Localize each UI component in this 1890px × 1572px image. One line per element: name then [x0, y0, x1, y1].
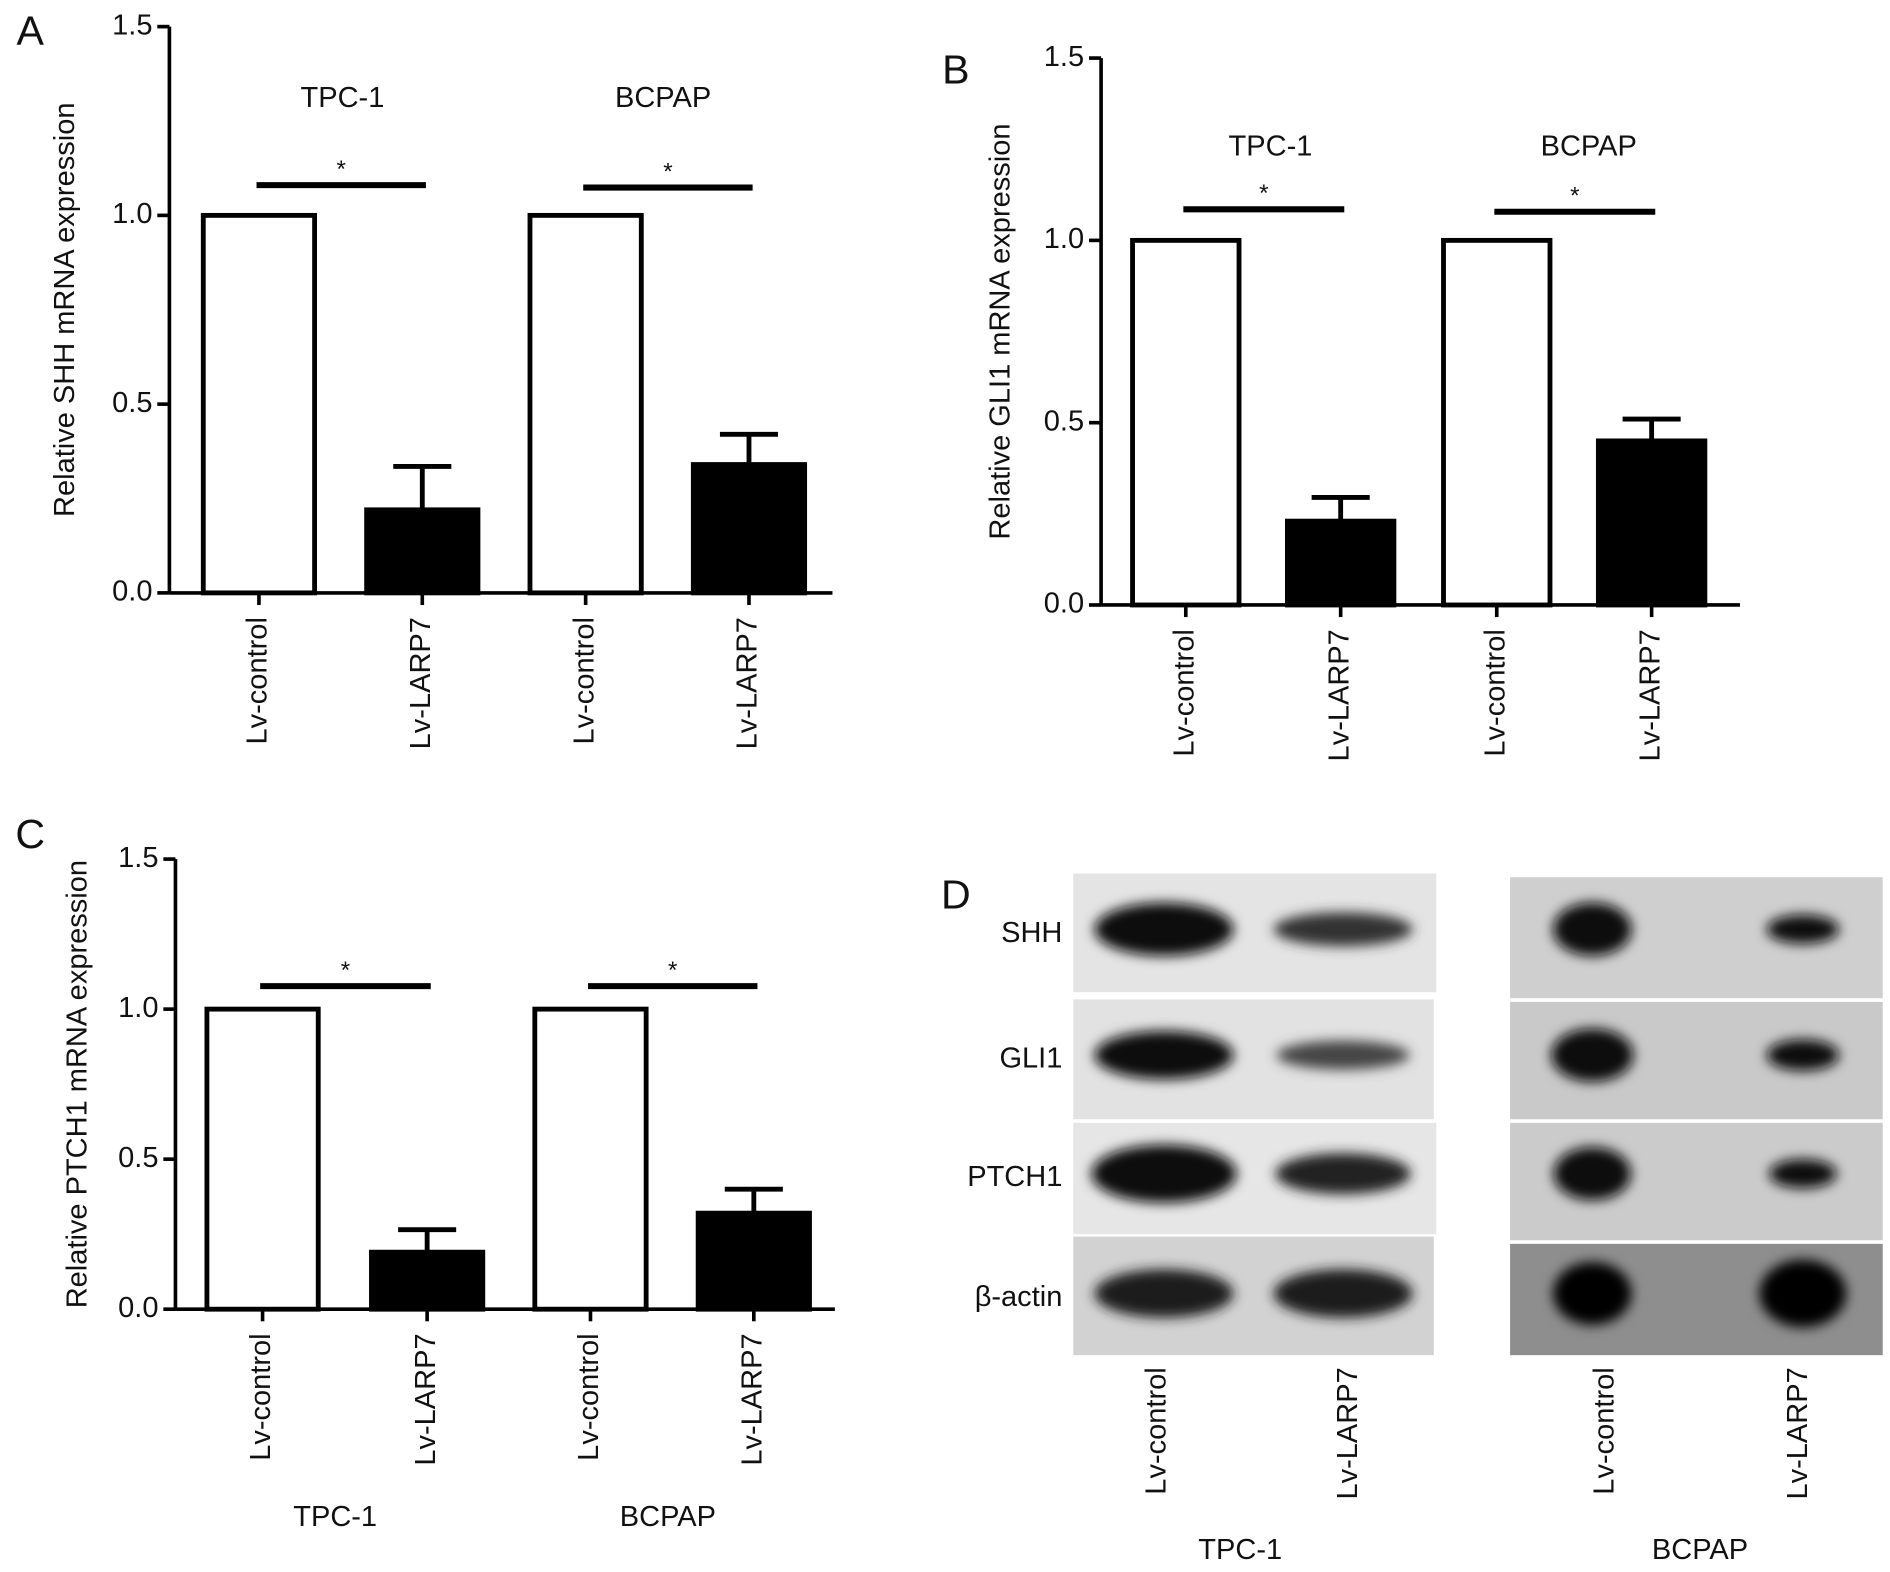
- bar: [1441, 237, 1553, 608]
- cell-line-label: TPC-1: [1198, 1534, 1282, 1566]
- blot-band: [1551, 1028, 1634, 1082]
- bar: [532, 1006, 649, 1312]
- protein-label: SHH: [1001, 917, 1062, 949]
- x-tick-label: Lv-LARP7: [736, 1333, 768, 1465]
- group-label: BCPAP: [1541, 130, 1637, 162]
- y-tick-label: 1.5: [1044, 41, 1084, 73]
- blot-band: [1553, 1147, 1632, 1201]
- protein-label: β-actin: [975, 1281, 1063, 1313]
- group-label: TPC-1: [1229, 130, 1313, 162]
- y-tick-label: 1.5: [118, 842, 158, 874]
- panel-letter: C: [15, 811, 45, 857]
- error-bar: [719, 431, 779, 465]
- blot-band: [1276, 1040, 1410, 1070]
- y-tick-label: 1.0: [118, 992, 158, 1024]
- y-tick-label: 0.0: [118, 1292, 158, 1324]
- y-axis-label: Relative SHH mRNA expression: [49, 103, 81, 517]
- error-bar: [1622, 416, 1681, 441]
- significance-star: *: [1259, 180, 1269, 207]
- bar: [1595, 438, 1708, 608]
- x-tick-label: Lv-control: [242, 617, 274, 744]
- significance-star: *: [663, 158, 673, 185]
- bar: [200, 212, 318, 596]
- group-label: TPC-1: [293, 1501, 377, 1533]
- blot-band: [1275, 1153, 1411, 1195]
- bar: [695, 1210, 812, 1312]
- blot-band: [1273, 912, 1413, 947]
- x-tick-label: Lv-control: [1479, 629, 1511, 756]
- blot-band: [1766, 1039, 1840, 1071]
- bar: [364, 507, 481, 596]
- x-tick-label: Lv-LARP7: [1323, 629, 1355, 761]
- blot-band: [1273, 1269, 1413, 1318]
- blot-band: [1091, 1144, 1237, 1203]
- x-tick-label: Lv-control: [245, 1333, 277, 1460]
- y-axis-label: Relative PTCH1 mRNA expression: [61, 860, 93, 1308]
- blot-band: [1094, 1269, 1234, 1318]
- lane-label: Lv-LARP7: [1332, 1367, 1364, 1499]
- x-tick-label: Lv-LARP7: [1634, 629, 1666, 761]
- significance-star: *: [337, 156, 347, 183]
- y-axis-label: Relative GLI1 mRNA expression: [985, 123, 1017, 539]
- x-tick-label: Lv-LARP7: [405, 617, 437, 749]
- blot-band: [1094, 1030, 1234, 1080]
- y-tick-label: 0.0: [1044, 588, 1084, 620]
- lane-label: Lv-control: [1588, 1367, 1620, 1494]
- x-tick-label: Lv-control: [1168, 629, 1200, 756]
- lane-label: Lv-LARP7: [1782, 1367, 1814, 1499]
- lane-label: Lv-control: [1141, 1367, 1173, 1494]
- cell-line-label: BCPAP: [1652, 1534, 1748, 1566]
- protein-label: PTCH1: [967, 1161, 1062, 1193]
- y-tick-label: 1.0: [112, 198, 152, 230]
- x-tick-label: Lv-LARP7: [732, 617, 764, 749]
- significance-star: *: [1570, 183, 1580, 210]
- x-tick-label: Lv-LARP7: [410, 1333, 442, 1465]
- panel-letter: B: [942, 46, 969, 92]
- bar: [1285, 518, 1397, 608]
- bar: [204, 1006, 321, 1312]
- bar: [369, 1249, 486, 1312]
- panel-letter: D: [941, 872, 971, 918]
- group-label: BCPAP: [620, 1501, 716, 1533]
- error-bar: [724, 1186, 783, 1214]
- group-label: BCPAP: [615, 82, 711, 114]
- bar: [690, 462, 808, 596]
- y-tick-label: 0.5: [118, 1142, 158, 1174]
- y-tick-label: 0.5: [1044, 405, 1084, 437]
- blot-band: [1768, 1159, 1837, 1189]
- group-label: TPC-1: [301, 82, 385, 114]
- blot-band: [1766, 914, 1840, 944]
- protein-label: GLI1: [999, 1043, 1062, 1075]
- bar: [527, 212, 644, 596]
- significance-star: *: [341, 957, 351, 984]
- blot-band: [1553, 902, 1632, 956]
- bar: [1130, 237, 1242, 608]
- blot-band: [1553, 1262, 1632, 1325]
- error-bar: [393, 464, 452, 510]
- y-tick-label: 0.0: [112, 576, 152, 608]
- panel-letter: A: [17, 8, 45, 54]
- error-bar: [398, 1227, 457, 1253]
- y-tick-label: 1.0: [1044, 223, 1084, 255]
- significance-star: *: [668, 957, 678, 984]
- y-tick-label: 0.5: [112, 387, 152, 419]
- y-tick-label: 1.5: [112, 9, 152, 41]
- x-tick-label: Lv-control: [568, 617, 600, 744]
- blot-band: [1759, 1259, 1847, 1328]
- x-tick-label: Lv-control: [573, 1333, 605, 1460]
- error-bar: [1311, 495, 1370, 522]
- blot-band: [1094, 902, 1234, 956]
